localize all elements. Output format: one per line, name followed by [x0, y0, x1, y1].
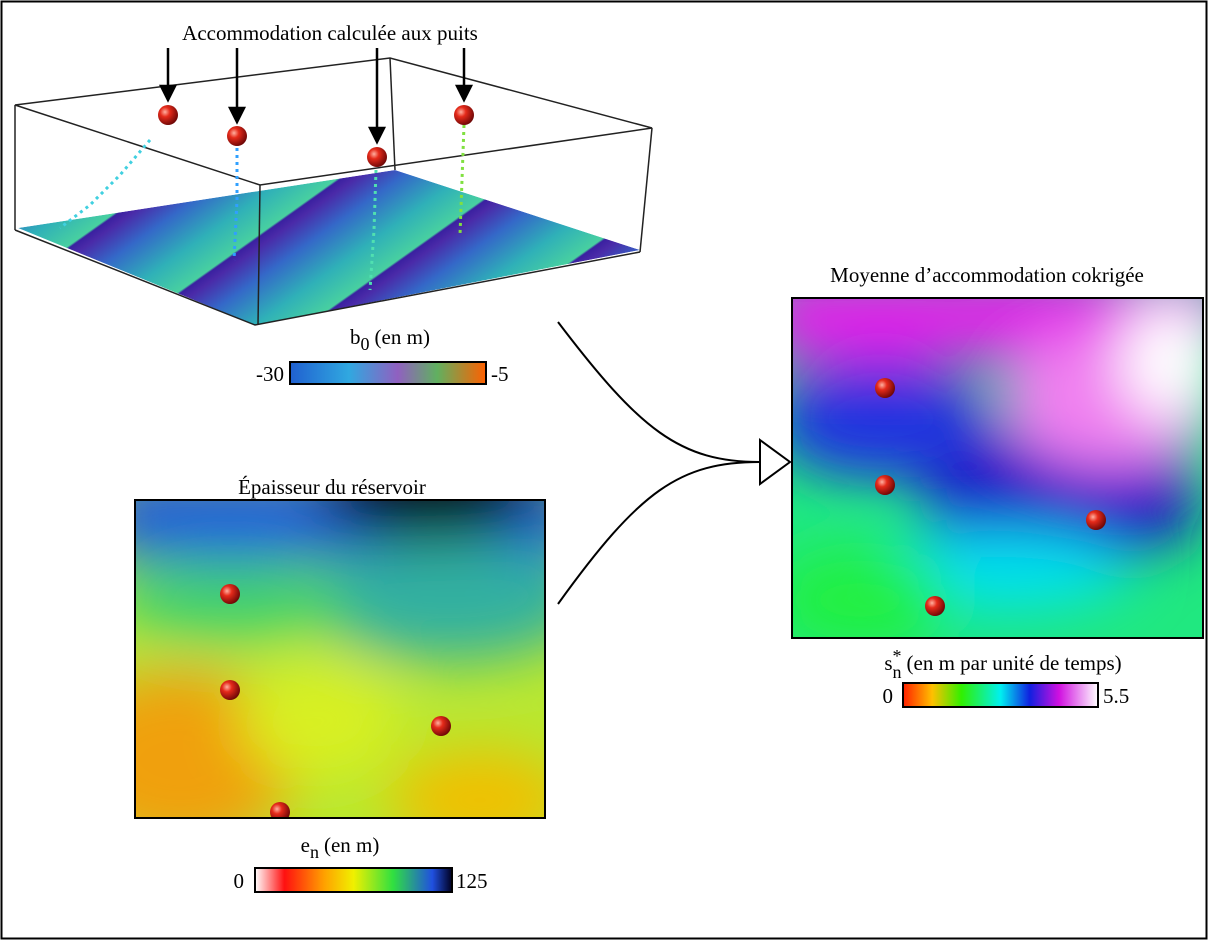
subscript: n [310, 842, 319, 862]
map-border [791, 297, 1204, 639]
colorbar-label: s* n (en m par unité de temps) [884, 646, 1121, 682]
colorbar-label: b0 (en m) [350, 325, 430, 354]
block-3d [14, 48, 653, 326]
merge-arrow [557, 321, 792, 605]
colorbar-min: 0 [234, 869, 245, 893]
unit: (en m par unité de temps) [907, 651, 1122, 675]
annotation: Accommodation calculée aux puits [182, 21, 478, 45]
thickness-map [135, 500, 545, 818]
subscript: n [893, 662, 902, 682]
symbol: s [884, 651, 892, 675]
map-title: Moyenne d’accommodation cokrigée [830, 263, 1144, 287]
map-border [134, 499, 546, 819]
map-title: Épaisseur du réservoir [238, 475, 426, 499]
subscript: 0 [361, 334, 370, 354]
colorbar-max: -5 [491, 362, 509, 386]
colorbar [254, 867, 453, 893]
colorbar [902, 682, 1099, 708]
symbol: e [301, 833, 310, 857]
colorbar-max: 125 [456, 869, 488, 893]
colorbar-min: -30 [256, 362, 284, 386]
colorbar-label: en (en m) [301, 833, 380, 862]
cokriged-map [792, 298, 1203, 638]
colorbar-min: 0 [883, 684, 894, 708]
symbol: b [350, 325, 361, 349]
unit: (en m) [375, 325, 430, 349]
unit: (en m) [324, 833, 379, 857]
colorbar-max: 5.5 [1103, 684, 1129, 708]
superscript: * [893, 646, 902, 666]
colorbar [289, 361, 487, 385]
